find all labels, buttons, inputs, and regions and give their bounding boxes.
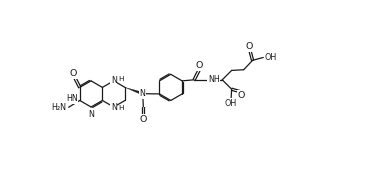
- Text: HN: HN: [66, 94, 77, 103]
- Text: N: N: [88, 110, 94, 119]
- Text: H: H: [118, 76, 124, 83]
- Text: OH: OH: [265, 53, 277, 62]
- Text: O: O: [245, 42, 253, 51]
- Text: N: N: [111, 76, 117, 85]
- Text: OH: OH: [225, 99, 237, 108]
- Text: NH: NH: [208, 75, 220, 84]
- Text: H: H: [118, 105, 124, 111]
- Text: O: O: [69, 69, 77, 78]
- Polygon shape: [125, 87, 143, 95]
- Text: O: O: [196, 61, 203, 70]
- Text: O: O: [139, 115, 147, 124]
- Text: H₂N: H₂N: [51, 103, 66, 112]
- Text: O: O: [238, 91, 245, 100]
- Text: N: N: [140, 89, 146, 98]
- Text: N: N: [111, 102, 117, 111]
